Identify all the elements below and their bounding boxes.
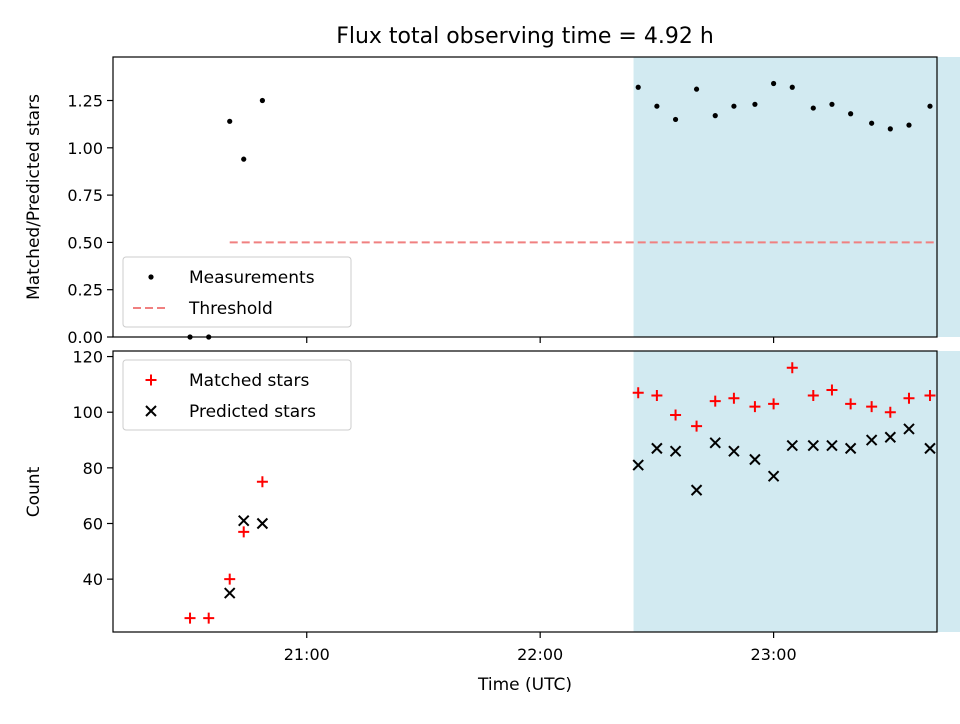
plot-layer: 0.00 0.25 0.50 0.75 1.00 1.25 Measurements Thre… (67, 56, 960, 664)
measurements-point (752, 101, 758, 107)
predicted-stars-point (651, 442, 663, 455)
measurements-point (731, 103, 737, 109)
top-panel-frame (112, 56, 938, 338)
top-panel-ytick-label: 1.25 (67, 92, 103, 111)
predicted-stars-point (632, 459, 644, 471)
x-tick-label: 21:00 (284, 645, 330, 664)
matched-stars-point (670, 409, 682, 421)
legend-label: Matched stars (189, 371, 309, 391)
top-panel-legend: Measurements Threshold (122, 256, 352, 328)
top-panel-legend-box (122, 256, 352, 328)
matched-stars-point (903, 392, 915, 404)
matched-stars-point (845, 398, 857, 410)
top-panel: 0.00 0.25 0.50 0.75 1.00 1.25 Measurements Thre… (67, 56, 960, 347)
measurements-point (654, 103, 660, 109)
bottom-panel-ytick-label: 100 (72, 403, 103, 422)
predicted-stars-point (728, 445, 740, 457)
bottom-panel-plot-area (184, 362, 936, 624)
measurements-point (259, 97, 265, 104)
matched-stars-point (884, 406, 896, 418)
bottom-panel-frame (112, 350, 938, 633)
legend-label: Predicted stars (189, 402, 316, 422)
measurements-point (887, 126, 893, 132)
predicted-stars-point (256, 517, 269, 530)
matched-stars-point (691, 420, 703, 432)
predicted-stars-point (669, 445, 682, 457)
measurements-point (227, 118, 233, 124)
predicted-stars-point (807, 439, 819, 452)
matched-stars-point (224, 573, 236, 585)
measurements-point (789, 84, 795, 90)
legend-matched-swatch (145, 374, 157, 386)
predicted-stars-point (884, 431, 897, 443)
matched-stars-point (786, 362, 798, 374)
matched-stars-point (184, 612, 196, 624)
bottom-panel-legend-box (122, 359, 352, 431)
matched-stars-point (709, 395, 721, 407)
matched-stars-point (924, 390, 936, 402)
matched-stars-point (749, 401, 761, 413)
predicted-stars-point (767, 470, 780, 482)
measurements-point (869, 120, 875, 126)
measurements-point (693, 86, 700, 92)
x-tick-label: 23:00 (751, 645, 797, 664)
matched-stars-point (203, 612, 215, 624)
predicted-stars-point (903, 423, 915, 435)
measurements-point (810, 105, 816, 111)
predicted-stars-point (690, 484, 703, 496)
predicted-stars-point (224, 587, 236, 599)
legend-label: Threshold (188, 299, 273, 319)
bottom-panel: 40608010012021:0022:0023:0000:0001:0002:… (72, 348, 960, 664)
bottom-panel-ytick-label: 40 (83, 570, 103, 589)
x-tick-label: 22:00 (517, 645, 563, 664)
matched-stars-point (866, 401, 878, 413)
predicted-stars-point (865, 434, 878, 446)
legend-measurements-swatch (148, 274, 154, 280)
chart-title: Flux total observing time = 4.92 h (336, 24, 714, 49)
top-panel-ytick-label: 1.00 (67, 139, 103, 158)
top-panel-ytick-label: 0.25 (67, 281, 103, 300)
matched-stars-point (632, 387, 644, 399)
bottom-panel-ylabel: Count (24, 466, 44, 517)
measurements-point (927, 103, 933, 109)
predicted-stars-point (749, 453, 761, 466)
measurements-point (635, 84, 641, 90)
matched-stars-point (651, 390, 663, 402)
x-axis-label: Time (UTC) (477, 675, 572, 695)
legend-label: Measurements (189, 268, 315, 288)
bottom-panel-shaded-interval (633, 351, 960, 632)
matched-stars-point (826, 384, 838, 396)
bottom-panel-ytick-label: 60 (83, 514, 103, 533)
predicted-stars-point (924, 442, 936, 455)
matched-stars-point (807, 390, 819, 402)
predicted-stars-point (709, 437, 721, 449)
top-panel-shaded-interval (633, 57, 960, 337)
measurements-point (906, 122, 912, 128)
legend-predicted-swatch (145, 405, 157, 417)
bottom-panel-legend: Matched stars Predicted stars (122, 359, 352, 431)
matched-stars-point (728, 392, 740, 404)
top-panel-ylabel: Matched/Predicted stars (24, 94, 44, 300)
predicted-stars-point (238, 515, 250, 527)
measurements-point (712, 113, 718, 119)
top-panel-ytick-label: 0.50 (67, 233, 103, 252)
predicted-stars-point (786, 439, 798, 452)
measurements-point (241, 156, 247, 162)
matched-stars-point (768, 398, 780, 410)
top-panel-plot-area (187, 80, 937, 340)
measurements-point (848, 111, 854, 117)
predicted-stars-point (826, 439, 838, 452)
top-panel-ytick-label: 0.75 (67, 186, 103, 205)
predicted-stars-point (844, 442, 857, 455)
bottom-panel-ytick-label: 120 (72, 348, 103, 367)
bottom-panel-ytick-label: 80 (83, 459, 103, 478)
measurements-point (672, 116, 679, 123)
measurements-point (829, 101, 835, 107)
top-panel-ytick-label: 0.00 (67, 328, 103, 347)
measurements-point (771, 80, 777, 87)
matched-stars-point (238, 526, 250, 538)
matched-stars-point (256, 476, 268, 488)
